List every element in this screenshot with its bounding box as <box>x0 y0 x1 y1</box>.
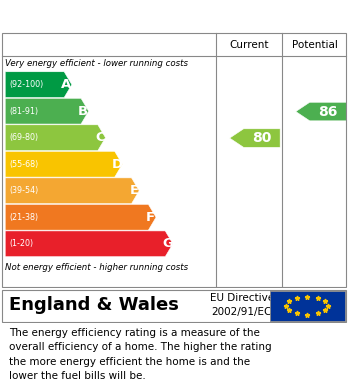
Polygon shape <box>5 125 105 151</box>
Text: D: D <box>111 158 122 171</box>
Text: (55-68): (55-68) <box>9 160 39 169</box>
Text: Current: Current <box>229 40 269 50</box>
Text: 86: 86 <box>318 104 338 118</box>
Text: (39-54): (39-54) <box>9 186 39 195</box>
Polygon shape <box>5 204 156 230</box>
Text: The energy efficiency rating is a measure of the
overall efficiency of a home. T: The energy efficiency rating is a measur… <box>9 328 271 381</box>
Text: Very energy efficient - lower running costs: Very energy efficient - lower running co… <box>5 59 188 68</box>
Text: (81-91): (81-91) <box>9 107 39 116</box>
Polygon shape <box>230 129 280 147</box>
Text: E: E <box>129 184 139 197</box>
Text: (21-38): (21-38) <box>9 213 39 222</box>
Text: (69-80): (69-80) <box>9 133 39 142</box>
Polygon shape <box>5 231 173 256</box>
Text: England & Wales: England & Wales <box>9 296 179 314</box>
Bar <box>270 291 345 321</box>
Text: (1-20): (1-20) <box>9 239 33 248</box>
Text: B: B <box>78 105 88 118</box>
Polygon shape <box>296 102 346 121</box>
Text: (92-100): (92-100) <box>9 80 44 89</box>
Text: Not energy efficient - higher running costs: Not energy efficient - higher running co… <box>5 263 188 272</box>
Polygon shape <box>5 151 122 177</box>
Text: F: F <box>146 211 155 224</box>
Text: Potential: Potential <box>292 40 338 50</box>
Polygon shape <box>5 178 139 204</box>
Text: Energy Efficiency Rating: Energy Efficiency Rating <box>9 7 238 25</box>
Text: A: A <box>61 78 72 91</box>
Polygon shape <box>5 72 72 97</box>
Text: EU Directive
2002/91/EC: EU Directive 2002/91/EC <box>210 294 274 317</box>
Text: G: G <box>162 237 173 250</box>
Polygon shape <box>5 98 89 124</box>
Text: C: C <box>95 131 105 144</box>
Text: 80: 80 <box>252 131 271 145</box>
